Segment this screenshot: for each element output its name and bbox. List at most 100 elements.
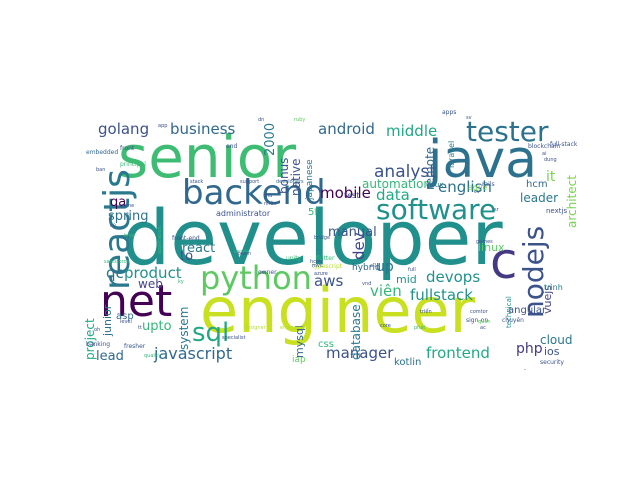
word-developer: developer (122, 193, 503, 282)
word-web: web (138, 277, 163, 291)
word-qc: qc (106, 264, 124, 282)
word-laravel: laravel (447, 140, 456, 168)
word-engineers: engineers (280, 325, 305, 331)
word-android: android (318, 120, 375, 138)
word-fullstack: fullstack (410, 286, 473, 304)
word-games: games (476, 239, 493, 245)
word-native: native (289, 158, 303, 196)
word-java: java (428, 130, 537, 190)
word-qa: qa (110, 195, 127, 210)
word-middle: middle (386, 122, 438, 140)
word-thu: thu (264, 193, 273, 199)
word-react: react (182, 241, 216, 256)
word-administrator: administrator (216, 209, 271, 218)
word-golang: golang (98, 120, 150, 138)
word-ac: ac (480, 325, 486, 331)
word-data: data (376, 186, 410, 204)
word-quan: quản (478, 319, 491, 325)
word-trinh: trình (544, 283, 563, 292)
word-dn: dn (258, 117, 265, 123)
word-backend: backend (182, 173, 326, 213)
word-architect: architect (565, 175, 579, 228)
word-aws: aws (314, 272, 344, 290)
word-junior: junior (101, 304, 114, 336)
word-leader: leader (520, 191, 559, 205)
word-flutter: flutter (316, 255, 335, 262)
word-vien: viên (370, 282, 402, 300)
word-css: css (318, 339, 334, 350)
word-kotlin: kotlin (394, 357, 422, 368)
word-up: up (376, 259, 394, 275)
word-cloud: developer engineer senior java net backe… (80, 110, 580, 370)
word-agile: agile (468, 183, 488, 192)
word-database: database (349, 304, 363, 360)
word-hcmc: hcmc (310, 259, 324, 265)
word-banking: banking (86, 341, 111, 348)
word-mvc: mvc (312, 263, 323, 269)
word-ban: ban (96, 167, 106, 173)
word-typescript: typescript (312, 263, 343, 270)
word-iap: iap (292, 355, 306, 365)
word-engineer: engineer (200, 274, 476, 347)
word-5f: 5f (308, 207, 318, 218)
word-2000: 2000 (263, 122, 278, 156)
word-devops: devops (426, 268, 481, 286)
word-onsite: onsite (234, 249, 250, 255)
word-hybrid: hybrid (352, 263, 381, 273)
word-manager: manager (326, 344, 394, 362)
word-front: front (120, 145, 135, 152)
word-ky-vn: kỹ (110, 223, 116, 229)
word-end: end (226, 143, 238, 150)
word-ky: ky (178, 279, 184, 285)
word-project: project (83, 318, 97, 360)
word-product: product (124, 264, 182, 282)
word-japanese: japanese (305, 159, 315, 200)
word-linux: linux (478, 241, 505, 254)
word-it: it (546, 169, 556, 185)
word-oh: oh (94, 327, 101, 333)
word-security: security (540, 359, 564, 366)
word-blockchain: blockchain (528, 143, 561, 150)
word-full-stack: full-stack (550, 141, 578, 148)
word-apps: apps (442, 110, 457, 116)
word-unity: unity (286, 255, 302, 262)
word-sql: sql (192, 318, 230, 348)
word-manual: manual (328, 225, 377, 240)
word-ui-ux: ui-ux (426, 181, 444, 189)
word-business: business (170, 120, 236, 138)
word-angular: angular (508, 305, 547, 316)
word-embedded: embedded (86, 149, 119, 156)
word-sign-on: sign-on (466, 317, 489, 324)
word-all: all (370, 263, 376, 269)
word-full: full (408, 267, 416, 273)
word-app: app (158, 123, 168, 129)
word-rails: rails (482, 181, 495, 188)
word-sr: sr (494, 207, 499, 213)
word-designer: designer (244, 325, 266, 331)
word-trien: triển (420, 309, 432, 315)
word-php: php (516, 341, 543, 357)
word-azure: azure (314, 271, 328, 277)
word-level: level (120, 319, 132, 325)
word-ios: ios (544, 345, 560, 358)
word-comtor: comtor (470, 309, 488, 315)
word-system: system (177, 306, 191, 350)
word-team: team (238, 251, 251, 257)
word-senior: senior (118, 123, 297, 191)
word-to: to (180, 249, 194, 264)
word-quality: quality (144, 353, 162, 359)
word-english: english (438, 178, 492, 196)
word-tester: tester (466, 115, 549, 148)
word-phat: phát (414, 325, 426, 331)
word-principal: principal (120, 161, 146, 168)
word-owner: owner (258, 269, 277, 276)
word-game: game (120, 203, 135, 209)
word-analyst: analyst (374, 162, 436, 182)
word-python: python (200, 259, 312, 297)
word-tt: tt (138, 325, 142, 331)
word-asp: asp (116, 311, 134, 322)
word-lead: lead (96, 349, 124, 364)
word-core: core (380, 323, 391, 329)
word-mobile: mobile (320, 184, 371, 202)
word-ruby: ruby (294, 117, 306, 123)
